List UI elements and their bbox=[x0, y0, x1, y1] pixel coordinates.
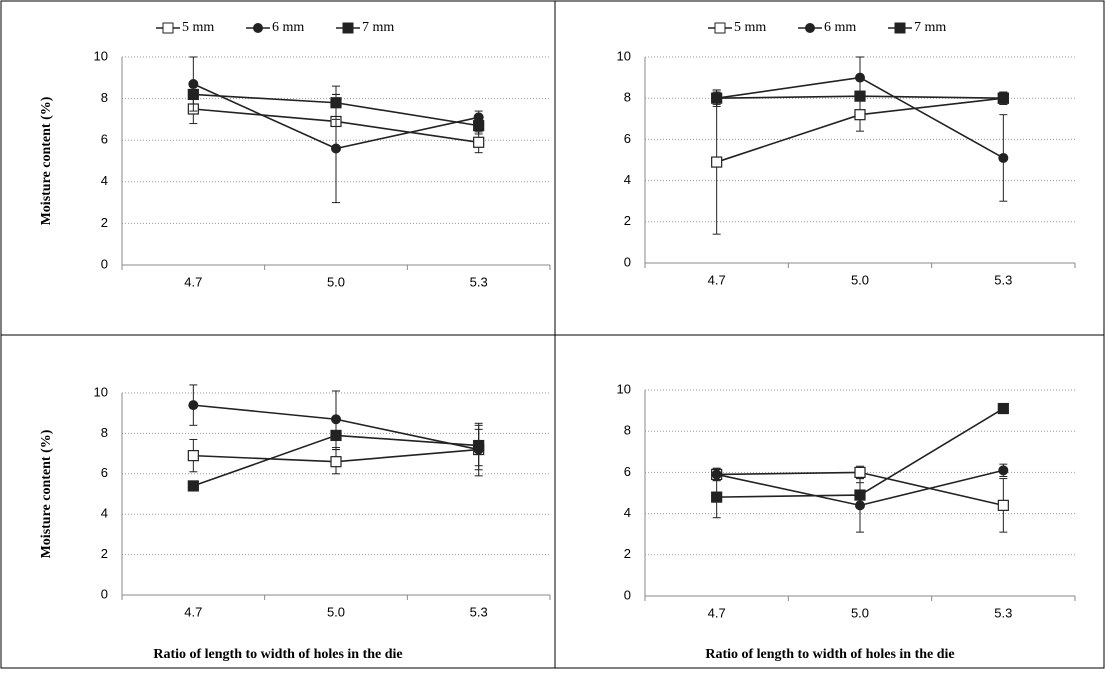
legend-marker bbox=[805, 23, 815, 33]
data-point bbox=[854, 489, 866, 501]
y-tick-label: 6 bbox=[101, 132, 108, 147]
x-tick-label: 5.0 bbox=[327, 604, 345, 619]
data-point bbox=[997, 92, 1009, 104]
data-point bbox=[188, 79, 199, 90]
legend-marker bbox=[162, 22, 174, 34]
data-point bbox=[997, 499, 1009, 511]
x-axis-label: Ratio of length to width of holes in the… bbox=[705, 647, 954, 662]
data-point bbox=[188, 400, 199, 411]
y-tick-label: 4 bbox=[101, 506, 108, 521]
y-tick-label: 4 bbox=[101, 173, 108, 188]
legend-marker bbox=[342, 22, 354, 34]
y-tick-label: 8 bbox=[101, 90, 108, 105]
x-tick-label: 5.3 bbox=[994, 272, 1012, 287]
data-point bbox=[330, 429, 342, 442]
y-tick-label: 0 bbox=[624, 587, 631, 602]
data-point bbox=[473, 439, 485, 452]
y-tick-label: 2 bbox=[101, 215, 108, 230]
data-point bbox=[331, 143, 341, 154]
data-point bbox=[473, 120, 485, 132]
legend-label: 7 mm bbox=[914, 20, 946, 35]
legend-marker bbox=[253, 23, 263, 33]
y-tick-label: 10 bbox=[94, 384, 108, 399]
y-tick-label: 2 bbox=[624, 213, 631, 228]
y-tick-label: 4 bbox=[624, 505, 631, 520]
y-tick-label: 10 bbox=[617, 381, 631, 396]
x-tick-label: 5.0 bbox=[851, 272, 869, 287]
y-tick-label: 6 bbox=[624, 131, 631, 146]
data-point bbox=[711, 92, 723, 104]
legend-label: 5 mm bbox=[734, 20, 766, 35]
y-tick-label: 10 bbox=[94, 48, 108, 63]
legend-marker bbox=[714, 22, 726, 34]
y-axis-label: Moisture content (%) bbox=[39, 429, 54, 558]
data-point bbox=[997, 402, 1009, 415]
y-tick-label: 8 bbox=[624, 423, 631, 438]
legend-label: 6 mm bbox=[824, 20, 856, 35]
y-tick-label: 10 bbox=[617, 48, 631, 63]
y-tick-label: 6 bbox=[101, 465, 108, 480]
y-tick-label: 8 bbox=[101, 425, 108, 440]
data-point bbox=[998, 152, 1009, 163]
data-point bbox=[330, 97, 342, 109]
data-point bbox=[854, 90, 866, 102]
y-axis-label: Moisture content (%) bbox=[39, 96, 54, 225]
y-tick-label: 0 bbox=[624, 254, 631, 269]
data-point bbox=[854, 109, 866, 121]
legend-label: 7 mm bbox=[362, 20, 394, 35]
x-tick-label: 4.7 bbox=[184, 274, 202, 289]
x-tick-label: 4.7 bbox=[708, 272, 726, 287]
x-tick-label: 5.0 bbox=[851, 605, 869, 620]
y-tick-label: 4 bbox=[624, 172, 631, 187]
y-tick-label: 0 bbox=[101, 586, 108, 601]
y-tick-label: 2 bbox=[101, 546, 108, 561]
y-tick-label: 2 bbox=[624, 546, 631, 561]
data-point bbox=[330, 456, 342, 468]
x-tick-label: 5.3 bbox=[994, 605, 1012, 620]
data-point bbox=[855, 72, 865, 83]
y-tick-label: 6 bbox=[624, 464, 631, 479]
data-point bbox=[711, 491, 723, 503]
legend-label: 5 mm bbox=[182, 20, 214, 35]
y-tick-label: 0 bbox=[101, 256, 108, 271]
data-point bbox=[473, 136, 485, 148]
x-axis-label: Ratio of length to width of holes in the… bbox=[153, 647, 402, 662]
y-tick-label: 8 bbox=[624, 90, 631, 105]
legend-marker bbox=[894, 22, 906, 34]
legend-label: 6 mm bbox=[272, 20, 304, 35]
x-tick-label: 5.3 bbox=[470, 274, 488, 289]
data-point bbox=[998, 465, 1009, 476]
data-point bbox=[187, 480, 199, 492]
x-tick-label: 4.7 bbox=[708, 605, 726, 620]
x-tick-label: 4.7 bbox=[184, 604, 202, 619]
data-point bbox=[854, 466, 866, 478]
x-tick-label: 5.3 bbox=[470, 604, 488, 619]
data-point bbox=[711, 156, 723, 168]
data-point bbox=[187, 450, 199, 462]
x-tick-label: 5.0 bbox=[327, 274, 345, 289]
data-point bbox=[187, 88, 199, 101]
